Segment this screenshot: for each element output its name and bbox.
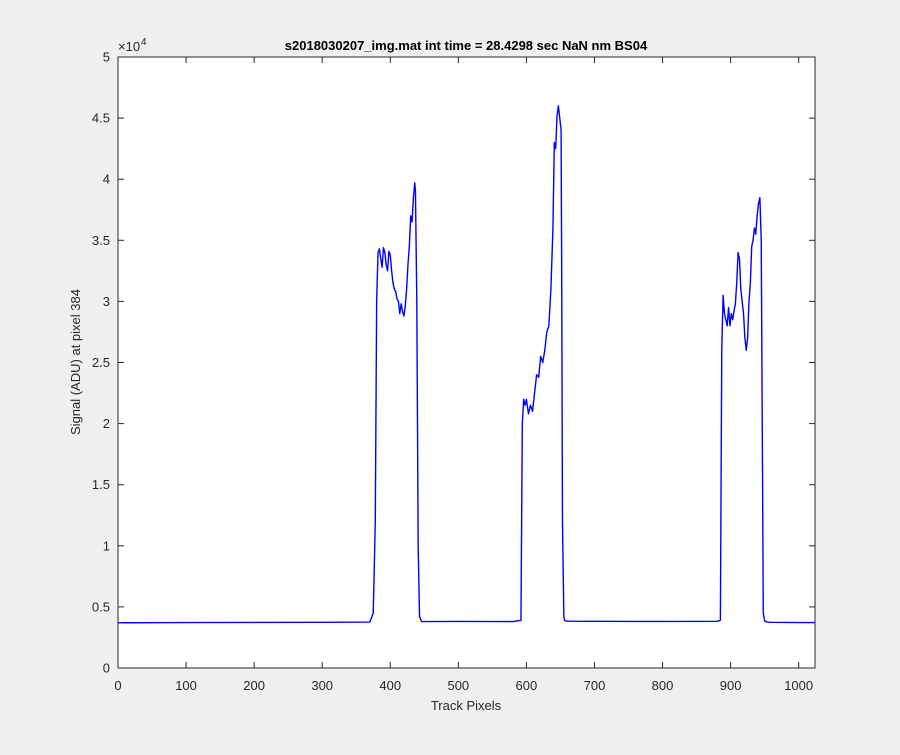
x-tick-label: 300: [311, 678, 333, 693]
x-axis-label: Track Pixels: [431, 698, 502, 713]
y-tick-label: 3: [103, 294, 110, 309]
y-tick-label: 4: [103, 172, 110, 187]
y-tick-label: 1.5: [92, 477, 110, 492]
signal-line: [117, 105, 815, 624]
y-exponent-base: ×10: [118, 39, 140, 54]
x-tick-label: 900: [720, 678, 742, 693]
y-tick-label: 2: [103, 416, 110, 431]
y-exponent-power: 4: [141, 37, 147, 48]
x-tick-label: 200: [243, 678, 265, 693]
x-tick-labels: 0 100 200 300 400 500 600 700 800 900 1000: [114, 678, 813, 693]
x-tick-label: 100: [175, 678, 197, 693]
plot-area: [118, 57, 815, 668]
x-tick-label: 0: [114, 678, 121, 693]
x-tick-label: 400: [379, 678, 401, 693]
x-tick-label: 600: [516, 678, 538, 693]
y-tick-label: 3.5: [92, 233, 110, 248]
y-tick-label: 0.5: [92, 599, 110, 614]
y-tick-label: 4.5: [92, 111, 110, 126]
axes-box: [117, 56, 816, 669]
y-axis-label: Signal (ADU) at pixel 384: [68, 289, 83, 435]
x-tick-label: 500: [447, 678, 469, 693]
y-tick-label: 1: [103, 538, 110, 553]
x-tick-label: 800: [652, 678, 674, 693]
y-tick-label: 0: [103, 661, 110, 676]
y-tick-labels: 0 0.5 1 1.5 2 2.5 3 3.5 4 4.5 5: [92, 50, 110, 676]
chart-title: s2018030207_img.mat int time = 28.4298 s…: [285, 38, 648, 53]
y-tick-label: 2.5: [92, 355, 110, 370]
y-tick-label: 5: [103, 50, 110, 65]
x-tick-label: 1000: [784, 678, 813, 693]
x-tick-label: 700: [584, 678, 606, 693]
